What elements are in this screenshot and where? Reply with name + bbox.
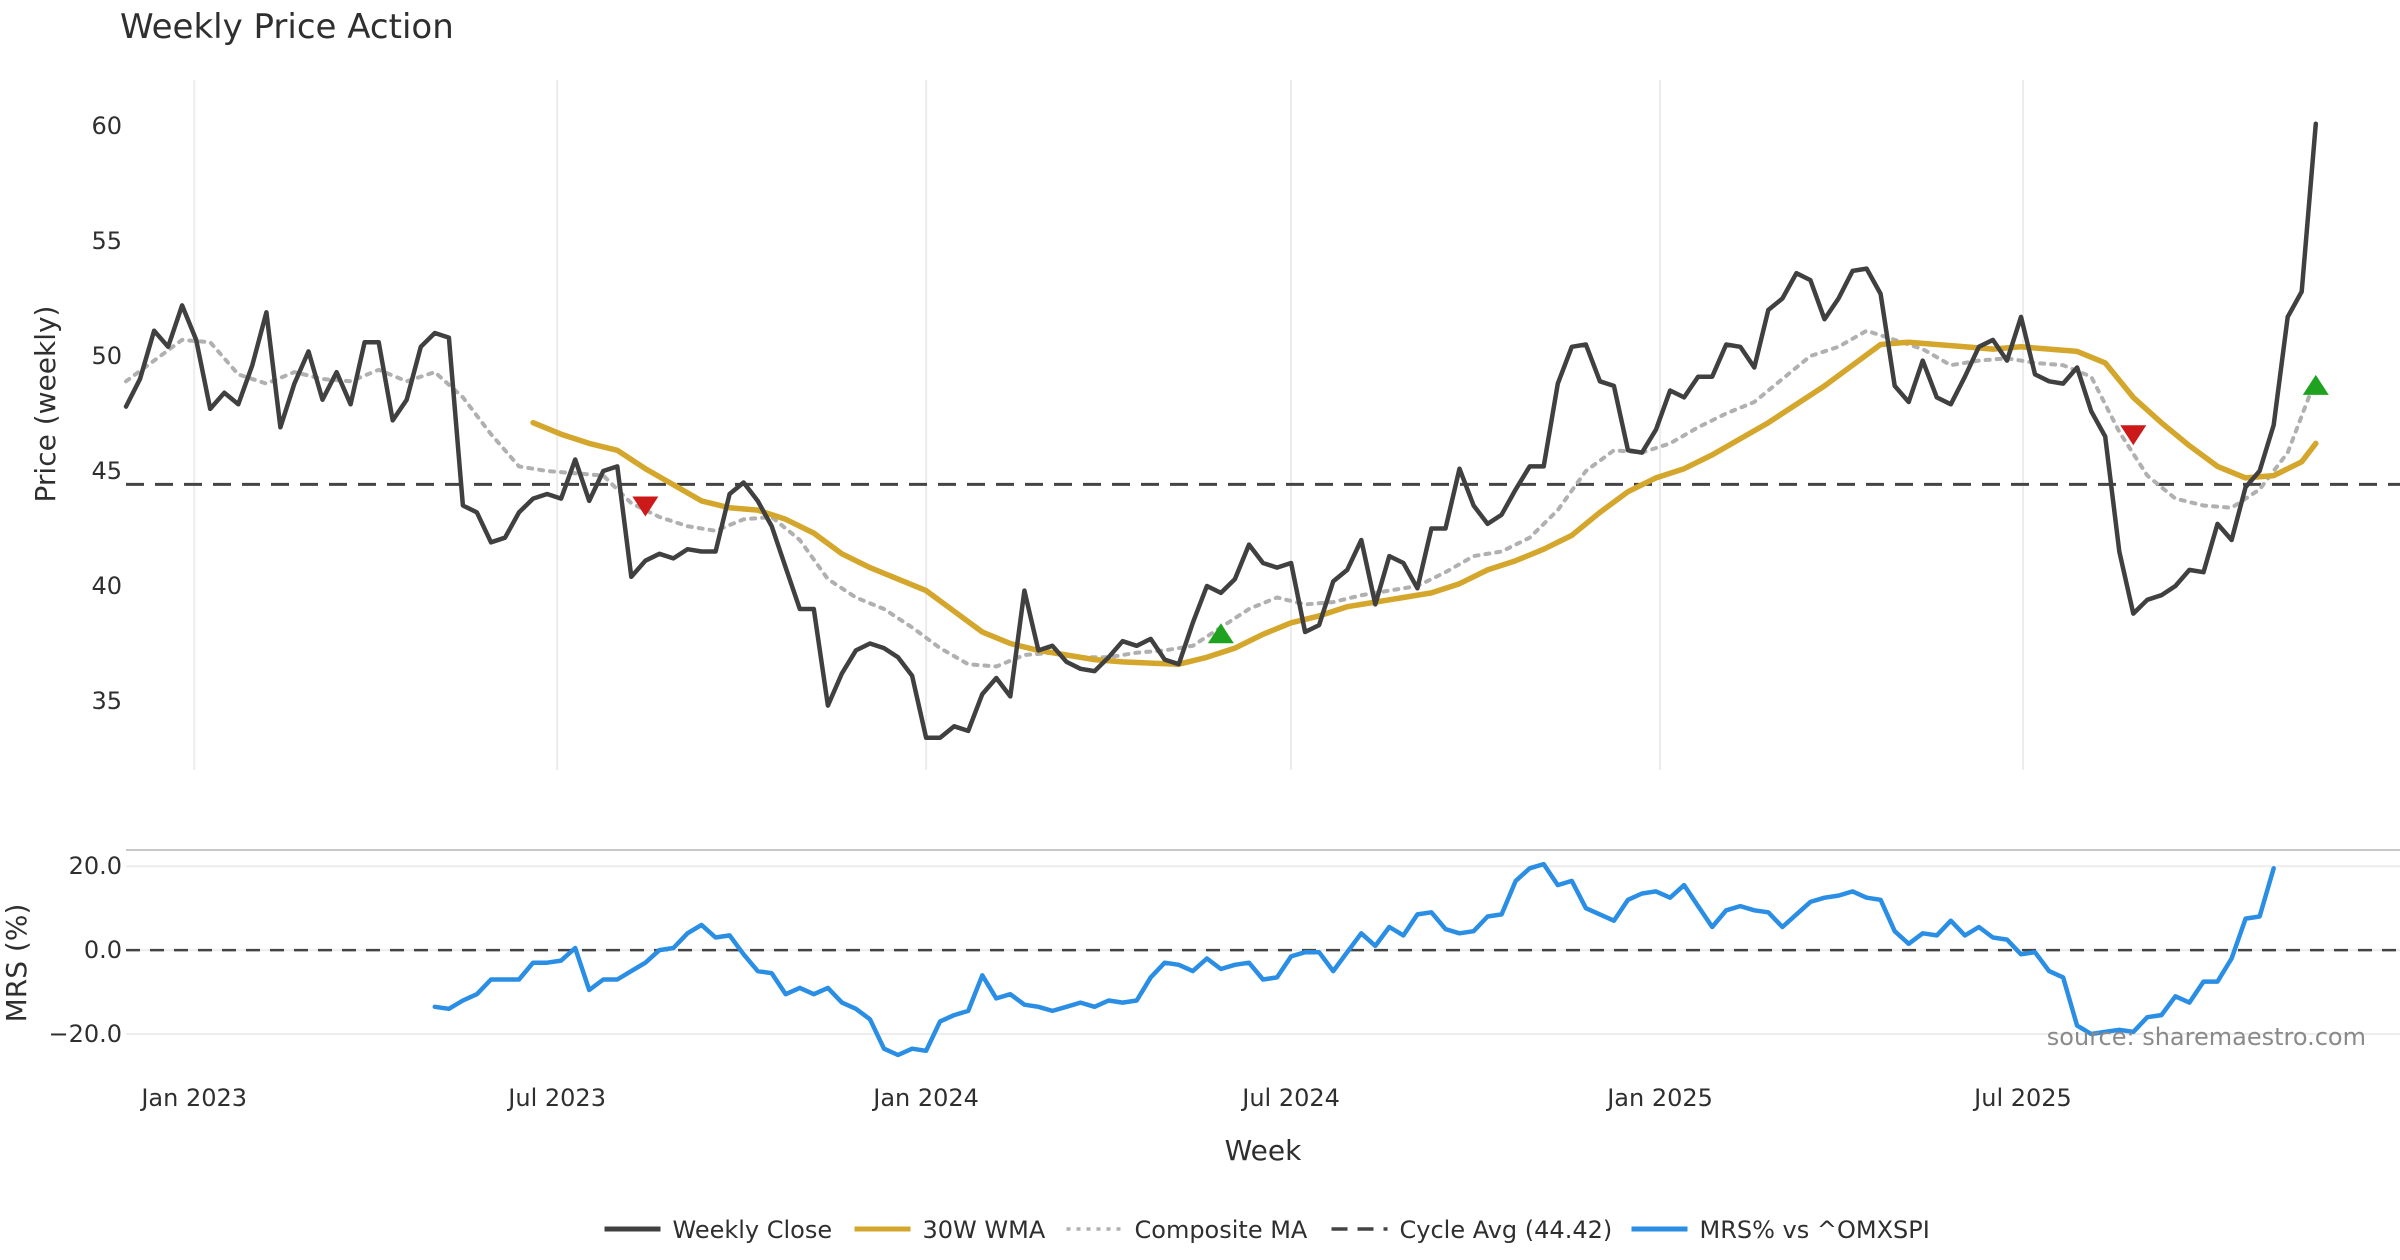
source-note: source: sharemaestro.com	[2047, 1023, 2366, 1051]
legend-item: MRS% vs ^OMXSPI	[1631, 1216, 1930, 1244]
legend-item: 30W WMA	[854, 1216, 1046, 1244]
mrs-y-tick-label: 20.0	[69, 852, 122, 880]
legend-label: 30W WMA	[923, 1216, 1046, 1244]
mrs-y-axis-label: MRS (%)	[0, 904, 33, 1023]
price-gridlines	[193, 80, 2025, 770]
price-series-group	[123, 121, 2319, 741]
x-tick-label: Jan 2025	[1605, 1084, 1713, 1112]
price-y-tick-label: 50	[91, 342, 122, 370]
price-y-axis-label: Price (weekly)	[29, 306, 62, 503]
mrs-series-group	[432, 861, 2276, 1058]
mrs-y-ticks: −20.0 0.0 20.0	[48, 852, 122, 1048]
legend-label: Weekly Close	[673, 1216, 833, 1244]
series-line-30w-wma	[530, 339, 2319, 667]
legend: Weekly Close 30W WMA Composite MA Cycle Avg…	[604, 1216, 1930, 1244]
price-y-tick-label: 40	[91, 572, 122, 600]
legend-label: Composite MA	[1135, 1216, 1308, 1244]
x-tick-label: Jul 2023	[506, 1084, 606, 1112]
x-axis-label: Week	[1225, 1134, 1302, 1167]
x-tick-label: Jan 2023	[139, 1084, 247, 1112]
buy-signal-marker	[1207, 623, 1234, 644]
price-y-tick-label: 60	[91, 112, 122, 140]
legend-label: Cycle Avg (44.42)	[1400, 1216, 1613, 1244]
sell-signal-marker	[2120, 425, 2147, 446]
x-tick-label: Jul 2025	[1972, 1084, 2072, 1112]
mrs-panel: −20.0 0.0 20.0 MRS (%) source: sharemaestr…	[0, 849, 2400, 1058]
legend-label: MRS% vs ^OMXSPI	[1700, 1216, 1930, 1244]
x-axis-ticks: Jan 2023 Jul 2023 Jan 2024 Jul 2024 Jan 2025…	[139, 1084, 2072, 1112]
price-y-tick-label: 35	[91, 687, 122, 715]
mrs-y-tick-label: −20.0	[48, 1020, 122, 1048]
series-line-weekly-close	[123, 121, 2319, 741]
series-line-mrs	[432, 861, 2276, 1058]
x-tick-label: Jul 2024	[1240, 1084, 1340, 1112]
legend-item: Cycle Avg (44.42)	[1331, 1216, 1613, 1244]
price-panel: 35 40 45 50 55 60 Price (weekly)	[29, 80, 2400, 770]
signal-markers	[632, 374, 2329, 644]
legend-item: Weekly Close	[604, 1216, 833, 1244]
x-tick-label: Jan 2024	[871, 1084, 979, 1112]
price-y-tick-label: 45	[91, 457, 122, 485]
price-y-ticks: 35 40 45 50 55 60	[91, 112, 122, 715]
buy-signal-marker	[2302, 374, 2329, 395]
price-y-tick-label: 55	[91, 227, 122, 255]
chart-title: Weekly Price Action	[120, 7, 454, 47]
legend-item: Composite MA	[1066, 1216, 1308, 1244]
mrs-y-tick-label: 0.0	[84, 936, 122, 964]
sell-signal-marker	[632, 496, 659, 517]
